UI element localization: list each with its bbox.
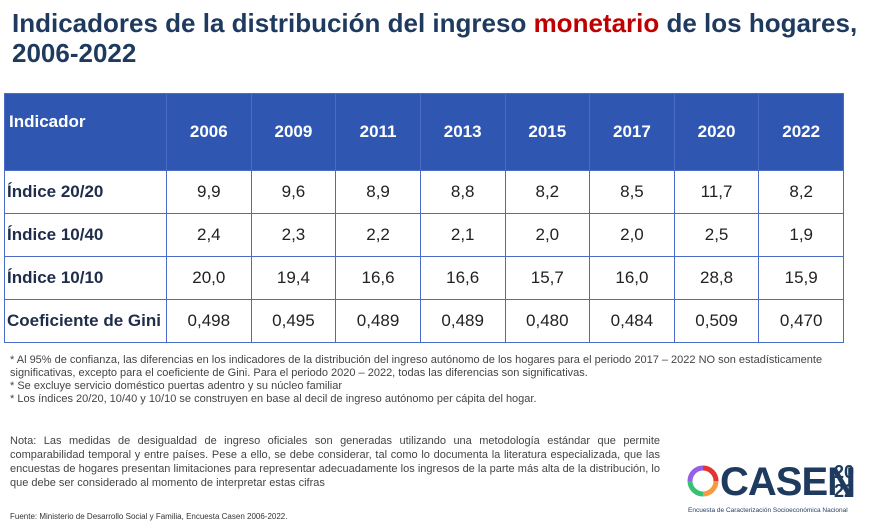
table-cell: 2,0 <box>504 213 591 257</box>
table-cell: 0,489 <box>335 299 421 343</box>
footnotes: * Al 95% de confianza, las diferencias e… <box>10 354 855 406</box>
column-header-2013: 2013 <box>419 93 506 171</box>
logo-year: 20 22 <box>832 463 856 501</box>
table-row: Coeficiente de Gini 0,498 0,495 0,489 0,… <box>4 299 844 343</box>
table-cell: 20,0 <box>166 256 252 300</box>
column-header-2011: 2011 <box>335 93 421 171</box>
table-cell: 1,9 <box>758 213 844 257</box>
table-cell: 19,4 <box>250 256 337 300</box>
logo-word: CASEN <box>720 460 856 504</box>
table-cell: 8,2 <box>758 170 844 214</box>
table-cell: 16,0 <box>589 256 675 300</box>
casen-logo: CASEN 20 22 Encuesta de Caracterización S… <box>682 460 862 522</box>
table-cell: 0,480 <box>504 299 591 343</box>
table-cell: 2,3 <box>250 213 337 257</box>
table-row: Índice 10/40 2,4 2,3 2,2 2,1 2,0 2,0 2,5… <box>4 213 844 257</box>
title-highlight: monetario <box>533 8 660 38</box>
table-cell: 15,7 <box>504 256 591 300</box>
logo-year-top: 20 <box>833 462 855 482</box>
table-cell: 8,8 <box>419 170 506 214</box>
footnote: * Al 95% de confianza, las diferencias e… <box>10 354 823 379</box>
table-cell: 9,6 <box>250 170 337 214</box>
table-header-row: Indicador 2006 2009 2011 2013 2015 2017 … <box>4 93 844 171</box>
column-header-2006: 2006 <box>166 93 252 171</box>
methodology-note: Nota: Las medidas de desigualdad de ingr… <box>10 435 660 489</box>
table-cell: 2,4 <box>166 213 252 257</box>
table-cell: 0,484 <box>589 299 675 343</box>
column-header-2020: 2020 <box>673 93 760 171</box>
table-cell: 11,7 <box>673 170 760 214</box>
table-cell: 2,5 <box>673 213 760 257</box>
title-part1: Indicadores de la distribución del ingre… <box>12 8 534 38</box>
table-cell: 8,5 <box>589 170 675 214</box>
column-header-indicador: Indicador <box>4 93 167 171</box>
row-label: Índice 10/40 <box>4 213 167 257</box>
table-cell: 2,0 <box>589 213 675 257</box>
table-cell: 15,9 <box>758 256 844 300</box>
row-label: Índice 10/10 <box>4 256 167 300</box>
table-row: Índice 10/10 20,0 19,4 16,6 16,6 15,7 16… <box>4 256 844 300</box>
column-header-2015: 2015 <box>504 93 591 171</box>
table-cell: 9,9 <box>166 170 252 214</box>
logo-year-bottom: 22 <box>833 481 855 501</box>
table-cell: 0,498 <box>166 299 252 343</box>
table-row: Índice 20/20 9,9 9,6 8,9 8,8 8,2 8,5 11,… <box>4 170 844 214</box>
logo-subtitle: Encuesta de Caracterización Socioeconómi… <box>688 507 848 514</box>
casen-swirl-icon <box>687 465 719 497</box>
table-cell: 28,8 <box>673 256 760 300</box>
footnote: * Los índices 20/20, 10/40 y 10/10 se co… <box>10 393 537 405</box>
table-cell: 0,495 <box>250 299 337 343</box>
column-header-2009: 2009 <box>250 93 337 171</box>
table-cell: 0,509 <box>673 299 760 343</box>
table-cell: 16,6 <box>419 256 506 300</box>
table-cell: 0,470 <box>758 299 844 343</box>
table-cell: 2,1 <box>419 213 506 257</box>
source-note: Fuente: Ministerio de Desarrollo Social … <box>10 512 288 521</box>
title-part2: de los hogares, 2006-2022 <box>12 8 858 68</box>
table-cell: 8,9 <box>335 170 421 214</box>
table-cell: 16,6 <box>335 256 421 300</box>
row-label: Índice 20/20 <box>4 170 167 214</box>
row-label: Coeficiente de Gini <box>4 299 167 343</box>
page-title: Indicadores de la distribución del ingre… <box>12 8 862 68</box>
table-cell: 8,2 <box>504 170 591 214</box>
footnote: * Se excluye servicio doméstico puertas … <box>10 380 342 392</box>
column-header-2017: 2017 <box>589 93 675 171</box>
indicators-table: Indicador 2006 2009 2011 2013 2015 2017 … <box>4 93 844 343</box>
column-header-2022: 2022 <box>758 93 844 171</box>
table-cell: 0,489 <box>419 299 506 343</box>
table-cell: 2,2 <box>335 213 421 257</box>
